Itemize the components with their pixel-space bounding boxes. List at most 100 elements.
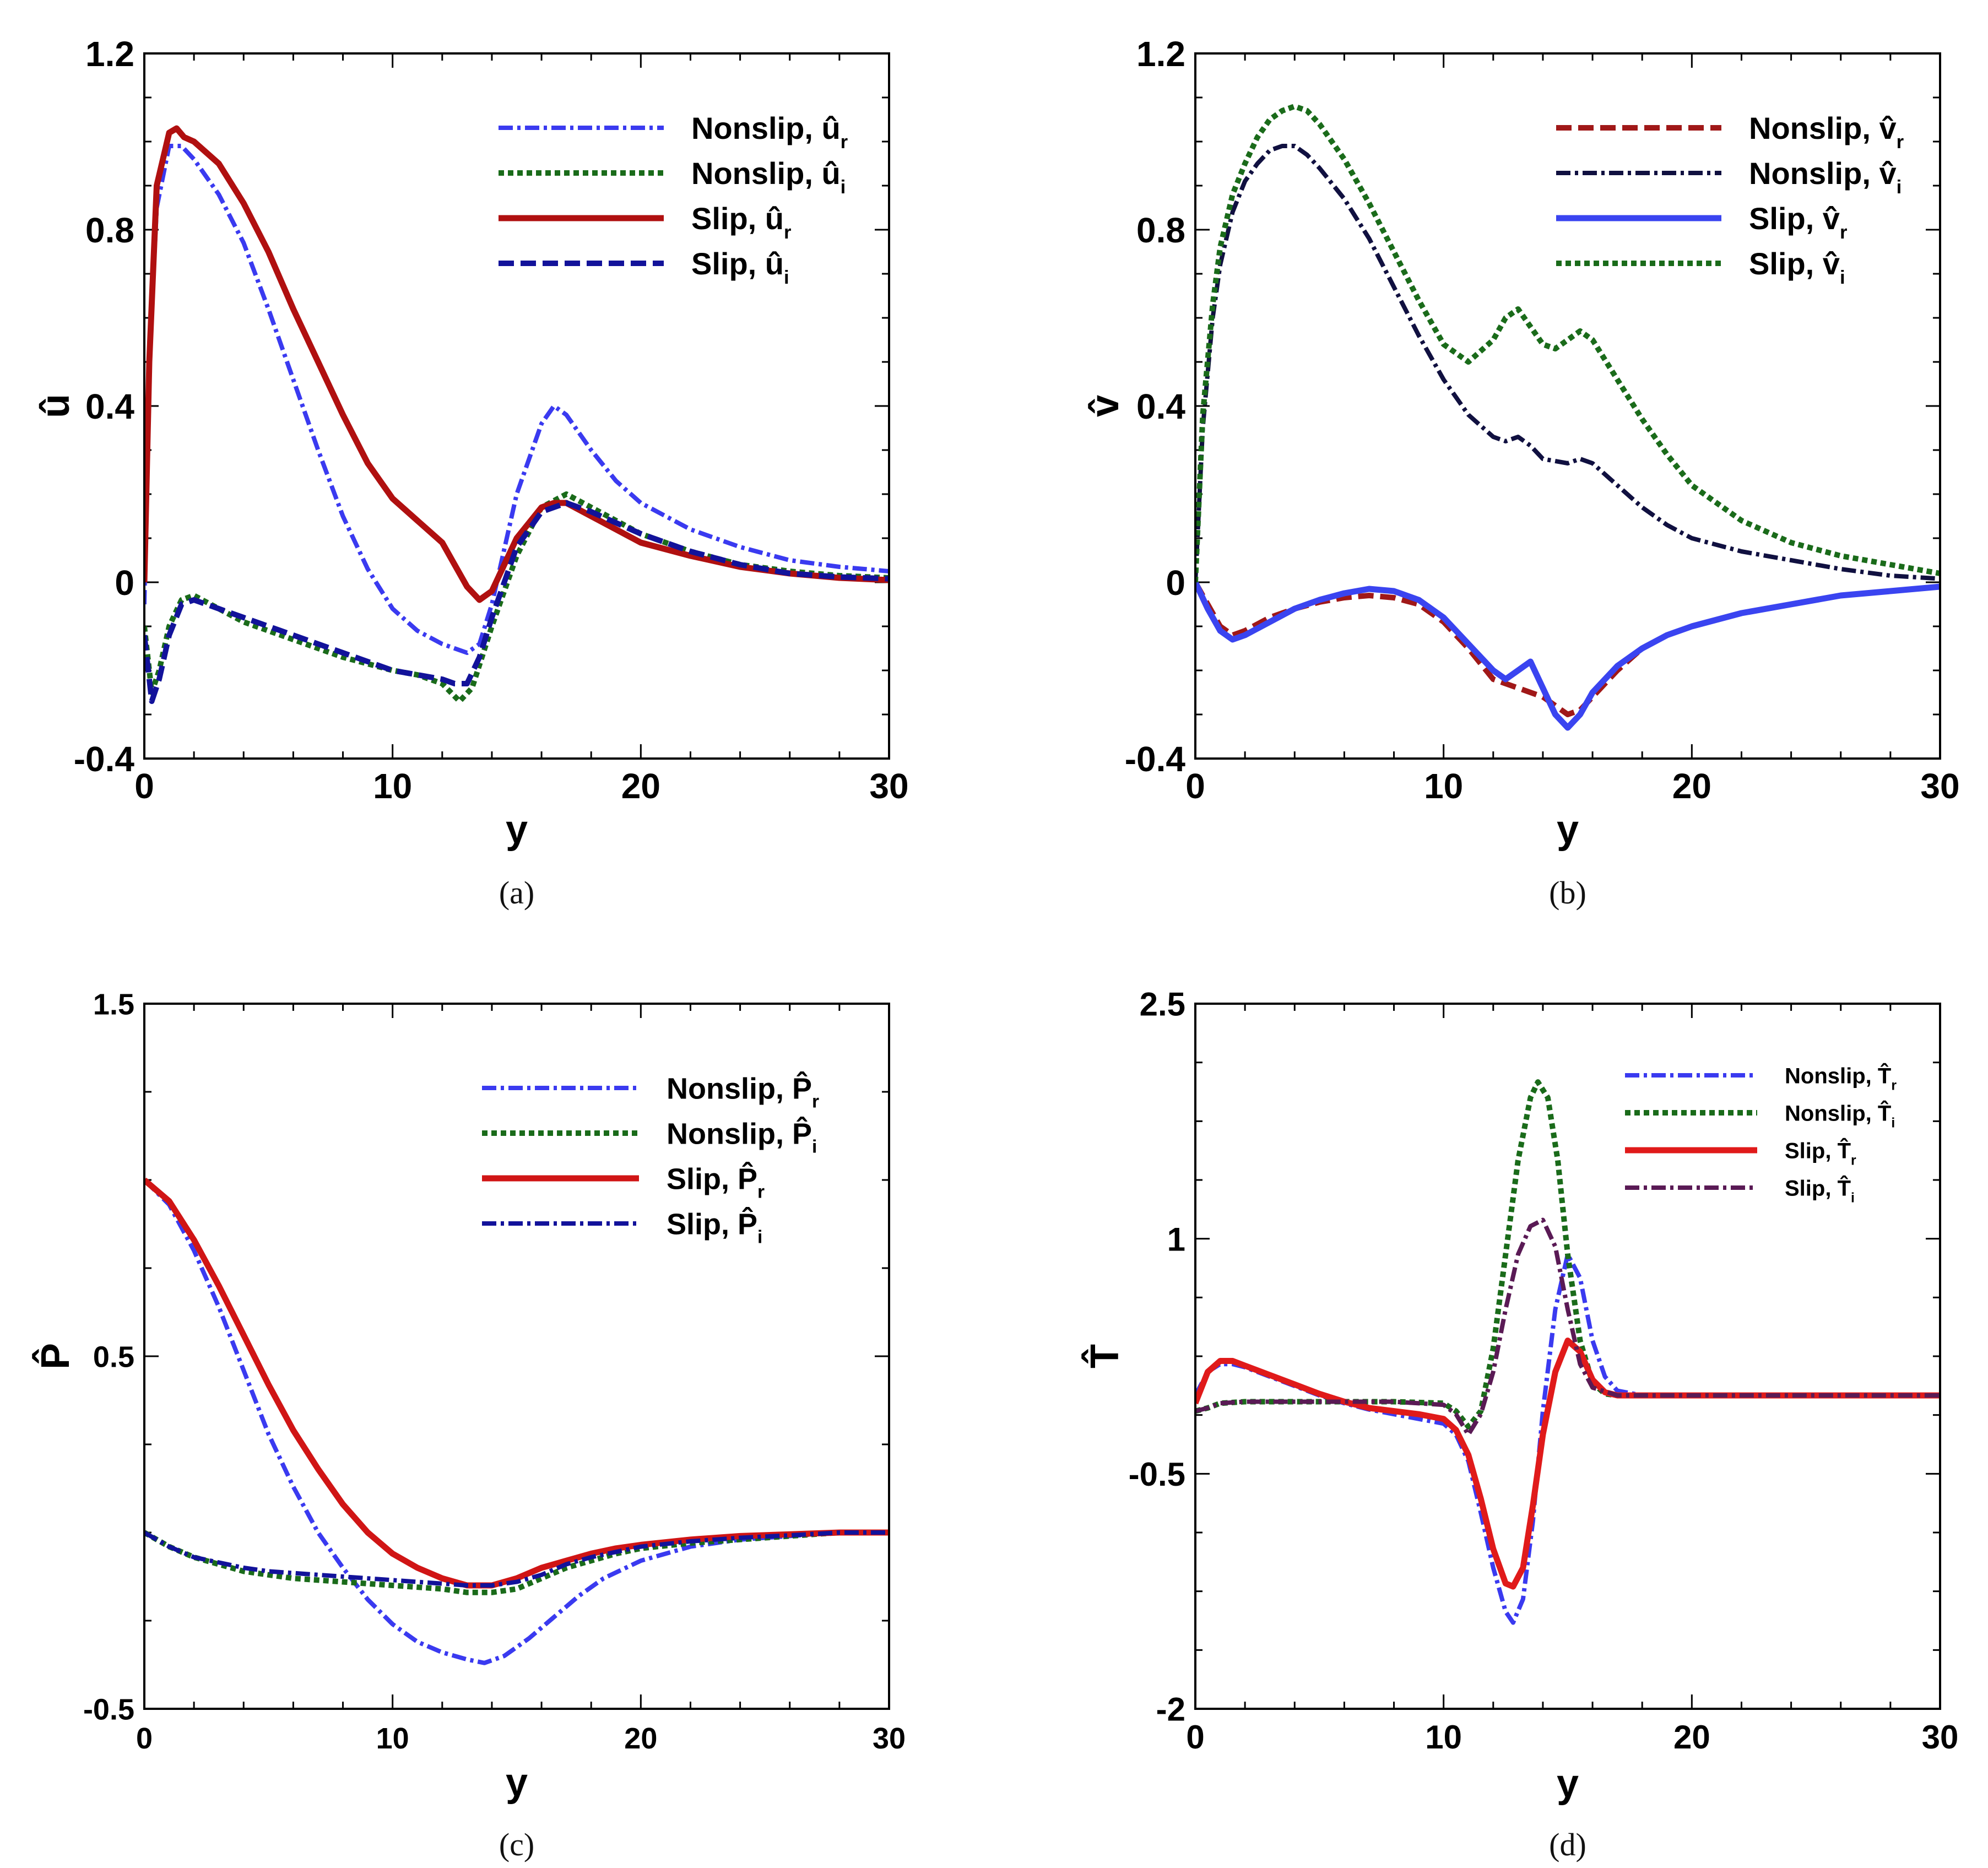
y-tick-label: 1.2: [85, 34, 134, 74]
legend-subscript: i: [784, 267, 789, 288]
legend-label: Slip, v̂r: [1749, 201, 1847, 243]
legend-name: Slip,: [691, 246, 765, 281]
legend-subscript: i: [1840, 267, 1845, 288]
series-line-a-1: [144, 144, 889, 655]
x-axis-label: y: [1557, 808, 1579, 852]
panel-b: 0 10 20 30-0.400.40.81.2yv̂(b)Nonslip, v̂rN…: [1083, 34, 1960, 911]
x-tick-label: 30: [1920, 766, 1959, 806]
legend-symbol: T̂: [1838, 1174, 1851, 1200]
series-line-c-2: [144, 1530, 889, 1595]
y-tick-label: 1: [1167, 1221, 1185, 1258]
panel-c: 0 10 20 30-0.50.51.5yP̂(c)Nonslip, P̂rNonsl…: [32, 988, 906, 1862]
series-line-a-3: [144, 125, 889, 603]
panel-d: 0 10 20 30-2-0.512.5yT̂(d)Nonslip, T̂rNonsl…: [1081, 986, 1958, 1862]
legend-name: Slip,: [691, 201, 765, 236]
x-tick-label: 0: [1186, 1719, 1204, 1756]
legend-label: Slip, T̂r: [1785, 1137, 1856, 1168]
legend-label: Slip, T̂i: [1785, 1174, 1855, 1205]
y-tick-label: -0.5: [83, 1693, 134, 1726]
legend-symbol: û: [765, 246, 784, 281]
plot-frame: [1194, 1003, 1941, 1710]
legend-name: Slip,: [667, 1162, 738, 1195]
legend-label: Nonslip, ûi: [691, 156, 846, 198]
y-tick-label: -2: [1156, 1691, 1185, 1728]
x-tick-label: 20: [624, 1722, 657, 1755]
legend-subscript: i: [1851, 1190, 1855, 1205]
series-line-a-4: [144, 500, 889, 704]
legend-symbol: P̂: [792, 1071, 812, 1105]
legend-symbol: v̂: [1823, 201, 1840, 236]
y-tick-label: 0: [1166, 563, 1185, 603]
legend-label: Nonslip, v̂i: [1749, 156, 1902, 198]
legend-subscript: r: [1851, 1153, 1856, 1168]
series-line-d-1: [1195, 1252, 1940, 1625]
series-line-b-4: [1195, 104, 1940, 583]
y-axis-label: T̂: [1081, 1344, 1127, 1368]
x-tick-label: 0: [136, 1722, 153, 1755]
plot-frame: [1194, 52, 1941, 760]
x-tick-label: 20: [1673, 1719, 1710, 1756]
y-axis-label: v̂: [1083, 395, 1127, 417]
x-tick-label: 0: [1185, 766, 1205, 806]
legend-name: Slip,: [1785, 1176, 1838, 1200]
legend-label: Nonslip, ûr: [691, 111, 848, 153]
x-axis-label: y: [506, 1761, 528, 1805]
legend-name: Nonslip,: [1749, 156, 1879, 191]
plot-frame: [143, 52, 890, 760]
y-tick-label: 0: [115, 563, 134, 603]
y-tick-label: 0.4: [85, 387, 134, 426]
x-tick-label: 20: [621, 766, 660, 806]
legend-label: Slip, v̂i: [1749, 246, 1845, 288]
legend-subscript: i: [841, 177, 846, 198]
y-tick-label: 0.8: [1136, 210, 1185, 250]
legend-subscript: i: [1891, 1116, 1895, 1130]
panel-caption: (d): [1549, 1827, 1586, 1862]
legend-subscript: i: [757, 1227, 762, 1248]
legend-symbol: v̂: [1879, 111, 1896, 145]
x-tick-label: 30: [873, 1722, 906, 1755]
y-axis-label: û: [34, 394, 78, 418]
legend-name: Nonslip,: [1749, 111, 1879, 145]
legend-symbol: T̂: [1878, 1062, 1891, 1088]
legend-symbol: P̂: [738, 1162, 757, 1195]
y-tick-label: -0.4: [1125, 739, 1186, 779]
legend-label: Nonslip, T̂i: [1785, 1100, 1895, 1130]
legend-symbol: T̂: [1838, 1137, 1851, 1163]
legend-label: Slip, ûr: [691, 201, 792, 243]
legend-label: Nonslip, v̂r: [1749, 111, 1904, 153]
panel-caption: (a): [499, 875, 534, 911]
legend-name: Nonslip,: [691, 156, 821, 191]
series-line-b-2: [1195, 144, 1940, 583]
legend-label: Slip, ûi: [691, 246, 789, 288]
legend-symbol: û: [765, 201, 784, 236]
x-tick-label: 10: [376, 1722, 409, 1755]
panel-caption: (c): [499, 1827, 534, 1862]
series-line-c-3: [144, 1177, 889, 1589]
x-tick-label: 10: [373, 766, 412, 806]
legend-subscript: r: [841, 132, 848, 153]
y-tick-label: 0.4: [1136, 387, 1185, 426]
legend-subscript: i: [1897, 177, 1902, 198]
y-tick-label: 2.5: [1140, 986, 1185, 1023]
legend-label: Nonslip, P̂i: [667, 1117, 817, 1157]
legend-name: Nonslip,: [1785, 1064, 1878, 1088]
y-tick-label: 1.2: [1136, 34, 1185, 74]
series-line-c-4: [144, 1530, 889, 1588]
x-tick-label: 20: [1672, 766, 1711, 806]
x-tick-label: 10: [1425, 1719, 1462, 1756]
plot-frame: [143, 1003, 890, 1710]
legend-label: Slip, P̂r: [667, 1162, 765, 1203]
legend-label: Nonslip, P̂r: [667, 1071, 819, 1112]
legend-symbol: P̂: [792, 1117, 812, 1150]
legend-subscript: r: [757, 1182, 765, 1203]
x-tick-label: 30: [869, 766, 908, 806]
legend-subscript: i: [812, 1137, 817, 1157]
legend-name: Nonslip,: [1785, 1101, 1878, 1125]
y-tick-label: 0.5: [93, 1340, 134, 1373]
x-axis-label: y: [506, 808, 528, 852]
legend-subscript: r: [1897, 132, 1904, 153]
